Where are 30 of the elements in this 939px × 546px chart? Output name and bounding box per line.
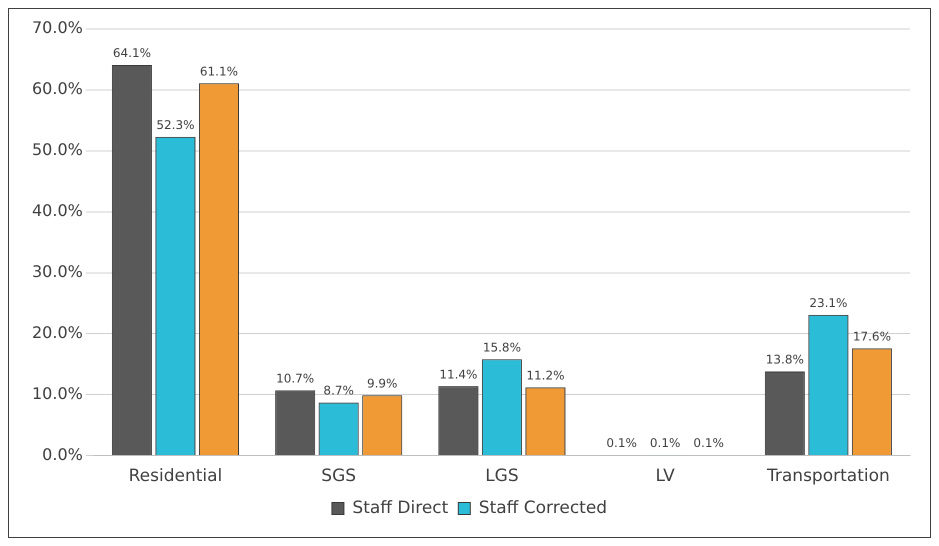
data-label: 11.2% xyxy=(526,368,565,382)
y-tick-label: 20.0% xyxy=(32,322,83,342)
data-label: 8.7% xyxy=(323,384,354,398)
data-label: 0.1% xyxy=(650,436,680,450)
data-label: 52.3% xyxy=(156,118,195,132)
data-label: 0.1% xyxy=(606,436,637,450)
data-label: 17.6% xyxy=(852,329,891,344)
x-tick-label: Transportation xyxy=(766,466,890,486)
y-tick-label: 0.0% xyxy=(42,444,83,464)
y-tick-label: 10.0% xyxy=(32,384,83,403)
y-tick-label: 60.0% xyxy=(32,79,83,98)
data-label: 11.4% xyxy=(439,367,478,382)
y-tick-label: 50.0% xyxy=(32,140,83,160)
data-label: 64.1% xyxy=(112,46,151,60)
data-label: 23.1% xyxy=(809,296,848,310)
data-label: 10.7% xyxy=(276,372,314,386)
x-tick-label: SGS xyxy=(321,466,356,486)
y-tick-label: 40.0% xyxy=(32,200,83,220)
data-label: 9.9% xyxy=(366,376,398,390)
x-tick-label: LV xyxy=(656,466,676,486)
data-label: 0.1% xyxy=(693,436,724,450)
data-label: 15.8% xyxy=(482,340,521,354)
data-label: 13.8% xyxy=(766,352,804,367)
legend-label: Staff Direct xyxy=(352,498,449,518)
legend-label: Staff Corrected xyxy=(478,498,608,518)
x-tick-label: Residential xyxy=(128,466,222,486)
data-label: 61.1% xyxy=(200,64,238,78)
y-tick-label: 30.0% xyxy=(32,262,83,281)
y-tick-label: 70.0% xyxy=(32,18,83,38)
x-tick-label: LGS xyxy=(485,466,519,486)
